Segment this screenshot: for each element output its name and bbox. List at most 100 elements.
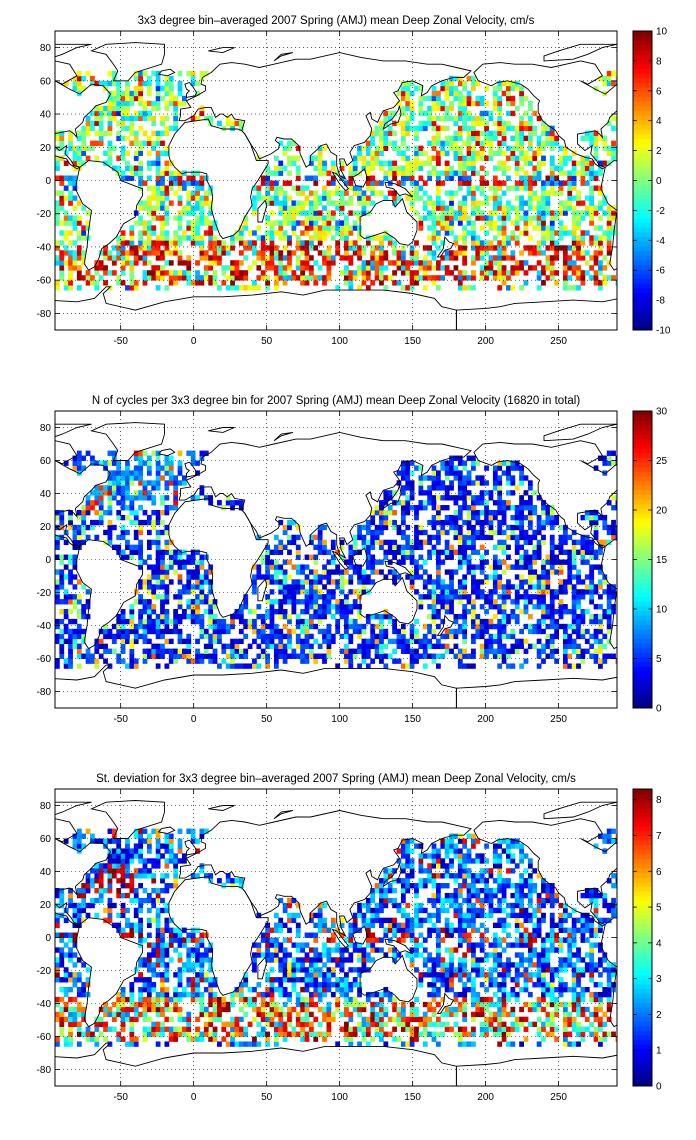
- bin-cell: [409, 100, 415, 107]
- bin-cell: [146, 240, 152, 246]
- bin-cell: [107, 534, 113, 541]
- bin-cell: [55, 135, 60, 142]
- bin-cell: [313, 579, 319, 585]
- bin-cell: [72, 215, 78, 221]
- bin-cell: [576, 265, 581, 271]
- bin-cell: [606, 260, 612, 266]
- bin-cell: [300, 623, 306, 630]
- bin-cell: [168, 564, 174, 570]
- bin-cell: [405, 175, 411, 181]
- bin-cell: [361, 260, 367, 266]
- bin-cell: [199, 280, 205, 286]
- bin-cell: [238, 225, 244, 231]
- bin-cell: [519, 205, 524, 211]
- bin-cell: [313, 574, 319, 580]
- colorbar-segment: [633, 297, 652, 303]
- bin-cell: [440, 215, 446, 221]
- bin-cell: [295, 584, 301, 590]
- bin-cell: [541, 534, 546, 541]
- bin-cell: [120, 618, 126, 625]
- bin-cell: [238, 638, 244, 645]
- bin-cell: [234, 609, 240, 615]
- colorbar-segment: [633, 217, 652, 224]
- bin-cell: [519, 230, 524, 236]
- bin-cell: [344, 220, 349, 226]
- coastline: [55, 42, 617, 330]
- bin-cell: [361, 628, 367, 635]
- bin-cell: [435, 480, 441, 486]
- bin-cell: [479, 628, 485, 635]
- bin-cell: [405, 145, 411, 151]
- colorbar-segment: [633, 320, 652, 326]
- bin-cell: [199, 589, 205, 595]
- bin-cell: [492, 225, 498, 231]
- bin-cell: [453, 85, 459, 92]
- bin-cell: [300, 245, 306, 251]
- bin-cell: [514, 514, 520, 521]
- bin-cell: [449, 514, 454, 521]
- bin-cell: [98, 120, 104, 127]
- bin-cell: [497, 500, 503, 506]
- bin-cell: [558, 170, 564, 176]
- bin-cell: [427, 628, 433, 635]
- bin-cell: [400, 105, 406, 112]
- bin-cell: [440, 115, 446, 122]
- bin-cell: [295, 633, 301, 640]
- bin-cell: [471, 549, 476, 555]
- bin-cell: [466, 140, 472, 147]
- bin-cell: [497, 524, 503, 531]
- bin-cell: [435, 539, 441, 546]
- bin-cell: [435, 549, 441, 555]
- bin-cell: [422, 245, 428, 251]
- bin-cell: [313, 225, 319, 231]
- bin-cell: [72, 155, 78, 161]
- bin-cell: [326, 599, 332, 605]
- bin-cell: [541, 185, 546, 191]
- bin-cell: [230, 260, 235, 266]
- bin-cell: [497, 195, 503, 201]
- bin-cell: [584, 559, 590, 565]
- bin-cell: [392, 549, 397, 555]
- bin-cell: [59, 220, 65, 226]
- bin-cell: [431, 90, 437, 97]
- bin-cell: [409, 180, 415, 186]
- bin-cell: [287, 613, 292, 620]
- bin-cell: [462, 235, 468, 241]
- bin-cell: [427, 120, 433, 127]
- colorbar-segment: [633, 138, 652, 144]
- bin-cell: [374, 534, 380, 541]
- bin-cell: [414, 514, 419, 521]
- bin-cell: [125, 285, 130, 291]
- bin-cell: [344, 613, 349, 620]
- bin-cell: [352, 250, 358, 256]
- bin-cell: [475, 633, 481, 640]
- bin-cell: [173, 594, 179, 600]
- bin-cell: [414, 195, 419, 201]
- bin-cell: [414, 270, 419, 276]
- bin-cell: [164, 165, 170, 171]
- bin-cell: [230, 125, 235, 132]
- bin-cell: [497, 510, 503, 516]
- bin-cell: [440, 480, 446, 486]
- bin-cell: [146, 544, 152, 550]
- bin-cell: [435, 609, 441, 615]
- bin-cell: [247, 643, 253, 649]
- bin-cell: [576, 245, 581, 251]
- bin-cell: [287, 643, 292, 649]
- bin-cell: [449, 170, 454, 176]
- bin-cell: [357, 190, 362, 196]
- bin-cell: [501, 609, 507, 615]
- bin-cell: [374, 235, 380, 241]
- bin-cell: [133, 514, 139, 521]
- bin-cell: [199, 210, 205, 216]
- bin-cell: [304, 554, 310, 560]
- bin-cell: [326, 220, 332, 226]
- bin-cell: [120, 643, 126, 649]
- bin-cell: [164, 455, 170, 461]
- y-tick-label: 40: [40, 110, 52, 121]
- bin-cell: [326, 225, 332, 231]
- bin-cell: [55, 589, 60, 595]
- bin-cell: [602, 140, 608, 147]
- bin-cell: [449, 135, 454, 142]
- bin-cell: [55, 539, 60, 546]
